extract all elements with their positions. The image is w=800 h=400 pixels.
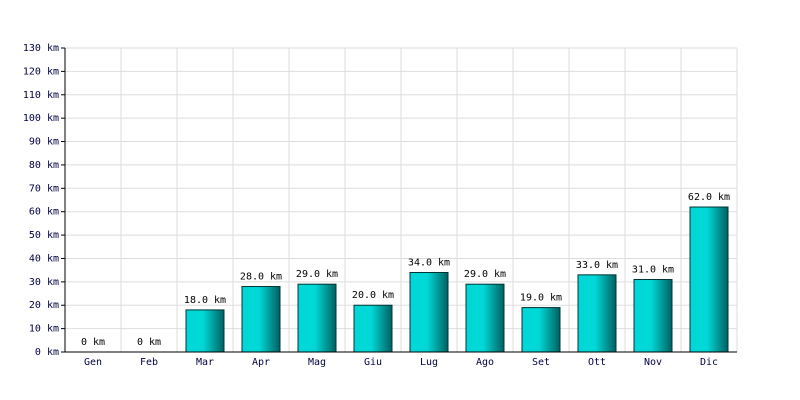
value-label: 33.0 km: [576, 260, 618, 271]
x-tick-label: Dic: [700, 357, 718, 368]
x-tick-label: Feb: [140, 357, 158, 368]
bar: [241, 286, 281, 353]
y-tick-label: 40 km: [29, 253, 59, 264]
bar: [465, 283, 505, 353]
x-tick-label: Set: [532, 357, 550, 368]
bar: [577, 274, 617, 353]
x-tick-label: Ott: [588, 357, 606, 368]
value-label: 34.0 km: [408, 257, 450, 268]
x-tick-label: Gen: [84, 357, 102, 368]
value-label: 0 km: [137, 337, 161, 348]
value-label: 29.0 km: [296, 269, 338, 280]
value-label: 31.0 km: [632, 265, 674, 276]
value-label: 28.0 km: [240, 272, 282, 283]
y-tick-label: 70 km: [29, 183, 59, 194]
x-tick-label: Giu: [364, 357, 382, 368]
value-label: 19.0 km: [520, 293, 562, 304]
value-label: 62.0 km: [688, 192, 730, 203]
y-tick-label: 10 km: [29, 324, 59, 335]
bar: [353, 304, 393, 353]
value-label: 0 km: [81, 337, 105, 348]
y-tick-label: 50 km: [29, 230, 59, 241]
value-label: 18.0 km: [184, 295, 226, 306]
bar: [297, 283, 337, 353]
y-tick-label: 60 km: [29, 207, 59, 218]
y-tick-label: 0 km: [35, 347, 59, 358]
bar: [521, 307, 561, 353]
value-label: 20.0 km: [352, 290, 394, 301]
bar: [633, 279, 673, 353]
x-tick-label: Mag: [308, 357, 326, 368]
y-tick-label: 120 km: [23, 66, 59, 77]
y-tick-label: 110 km: [23, 90, 59, 101]
value-label: 29.0 km: [464, 269, 506, 280]
bar: [185, 309, 225, 353]
y-tick-label: 30 km: [29, 277, 59, 288]
bar: [409, 271, 449, 353]
x-tick-label: Nov: [644, 357, 662, 368]
x-tick-label: Lug: [420, 357, 438, 368]
x-tick-label: Ago: [476, 357, 494, 368]
bar: [689, 206, 729, 353]
y-tick-label: 90 km: [29, 137, 59, 148]
y-tick-label: 80 km: [29, 160, 59, 171]
y-tick-label: 20 km: [29, 300, 59, 311]
x-tick-label: Apr: [252, 357, 270, 368]
y-tick-label: 130 km: [23, 43, 59, 54]
x-tick-label: Mar: [196, 357, 214, 368]
y-tick-label: 100 km: [23, 113, 59, 124]
